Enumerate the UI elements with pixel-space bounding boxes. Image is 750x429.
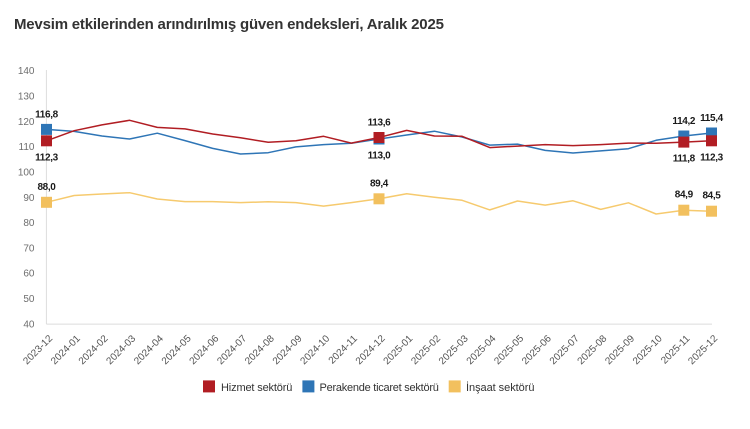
svg-text:89,4: 89,4 [370,178,389,189]
svg-text:2025-12: 2025-12 [686,333,720,367]
svg-text:2025-08: 2025-08 [576,333,610,367]
svg-text:2023-12: 2023-12 [21,333,55,367]
svg-text:84,5: 84,5 [702,191,721,202]
svg-text:2024-02: 2024-02 [77,333,111,367]
svg-text:2024-04: 2024-04 [132,333,166,367]
svg-text:2024-08: 2024-08 [243,333,277,367]
svg-text:113,6: 113,6 [368,118,392,129]
svg-text:2024-01: 2024-01 [49,333,83,367]
svg-text:115,4: 115,4 [700,113,724,124]
svg-text:2024-06: 2024-06 [188,333,222,367]
svg-text:2025-05: 2025-05 [492,333,526,367]
svg-text:2024-09: 2024-09 [271,333,305,367]
svg-text:2025-02: 2025-02 [409,333,443,367]
svg-text:130: 130 [18,92,35,103]
svg-text:2024-07: 2024-07 [215,333,249,367]
svg-text:112,3: 112,3 [35,152,59,163]
svg-text:140: 140 [18,66,35,77]
svg-text:116,8: 116,8 [35,109,59,120]
svg-text:Perakende ticaret sektörü: Perakende ticaret sektörü [320,382,439,394]
svg-text:2025-01: 2025-01 [382,333,416,367]
svg-text:2025-03: 2025-03 [437,333,471,367]
svg-text:114,2: 114,2 [672,116,696,127]
svg-text:112,3: 112,3 [700,152,724,163]
svg-text:2024-03: 2024-03 [104,333,138,367]
svg-text:113,0: 113,0 [368,151,392,162]
svg-text:2025-10: 2025-10 [631,333,665,367]
svg-text:88,0: 88,0 [37,182,56,193]
svg-text:2024-10: 2024-10 [298,333,332,367]
svg-text:84,9: 84,9 [675,190,694,201]
svg-text:90: 90 [23,193,35,204]
svg-text:120: 120 [18,117,35,128]
svg-text:2025-09: 2025-09 [603,333,637,367]
svg-text:111,8: 111,8 [673,154,696,165]
svg-text:2024-05: 2024-05 [160,333,194,367]
svg-text:40: 40 [23,319,35,330]
svg-text:100: 100 [18,167,35,178]
svg-text:Hizmet sektörü: Hizmet sektörü [221,382,292,394]
svg-text:70: 70 [23,243,35,254]
svg-text:2025-06: 2025-06 [520,333,554,367]
svg-text:60: 60 [23,269,35,280]
svg-text:80: 80 [23,218,35,229]
svg-text:50: 50 [23,294,35,305]
svg-text:İnşaat sektörü: İnşaat sektörü [466,381,534,394]
svg-text:110: 110 [19,142,35,153]
svg-text:2025-07: 2025-07 [548,333,582,367]
svg-text:2025-04: 2025-04 [465,333,499,367]
svg-text:2024-12: 2024-12 [354,333,388,367]
